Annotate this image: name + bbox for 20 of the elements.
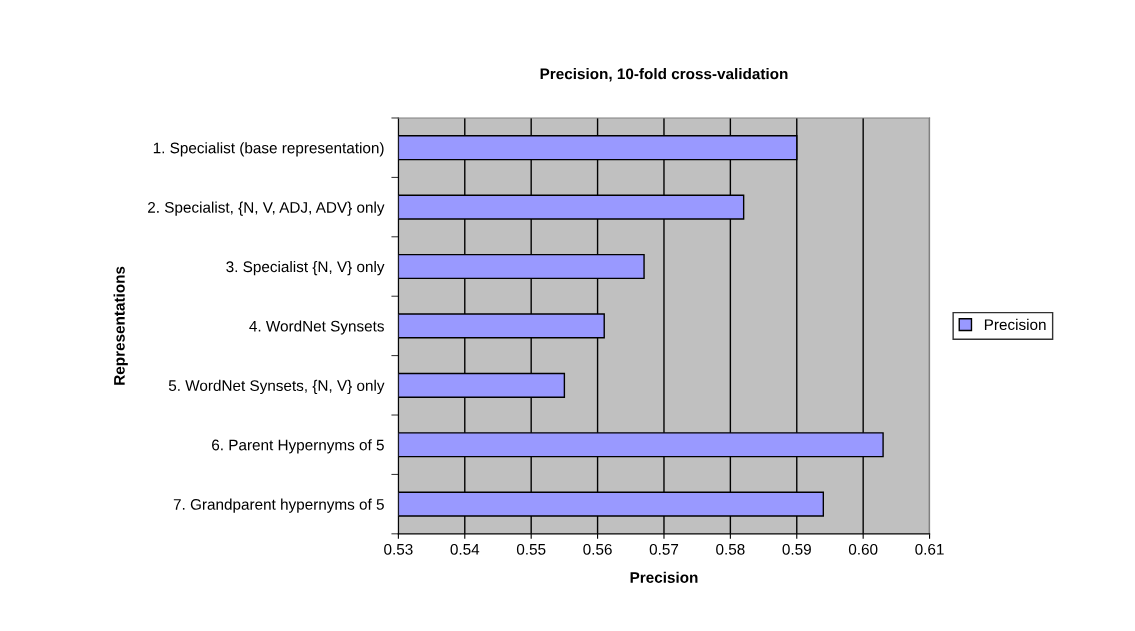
x-tick-label: 0.55 (516, 543, 546, 555)
y-tick-label: 7. Grandparent hypernyms of 5 (173, 498, 384, 513)
x-tick-label: 0.56 (583, 543, 612, 555)
x-tick-label: 0.58 (716, 543, 745, 555)
x-tick-label: 0.60 (848, 543, 878, 555)
y-axis-title: Representations (113, 266, 128, 385)
y-tick-label: 5. WordNet Synsets, {N, V} only (168, 379, 385, 395)
chart-title: Precision, 10-fold cross-validation (540, 68, 788, 82)
y-tick-label: 6. Parent Hypernyms of 5 (212, 439, 384, 454)
x-tick-label: 0.53 (384, 543, 413, 555)
x-tick-label: 0.59 (782, 543, 811, 555)
y-tick-label: 1. Specialist (base representation) (153, 142, 384, 157)
y-tick-label: 3. Specialist {N, V} only (226, 260, 385, 276)
x-axis-title: Precision (630, 571, 698, 583)
x-tick-label: 0.61 (915, 543, 944, 555)
x-tick-label: 0.57 (649, 543, 679, 555)
x-tick-label: 0.54 (450, 543, 480, 555)
y-tick-label: 2. Specialist, {N, V, ADJ, ADV} only (148, 201, 385, 216)
legend-label: Precision (984, 318, 1046, 331)
y-tick-label: 4. WordNet Synsets (249, 320, 384, 335)
